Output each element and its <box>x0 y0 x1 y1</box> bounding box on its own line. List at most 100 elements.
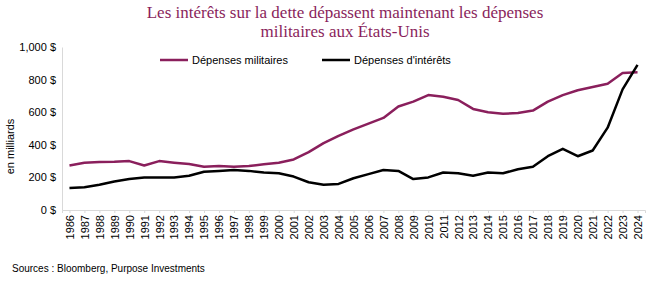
x-tick: 2014 <box>482 210 494 239</box>
x-tick-label: 1990 <box>124 215 136 239</box>
x-tick: 1999 <box>258 210 270 239</box>
x-tick-mark <box>264 210 265 213</box>
x-tick: 1993 <box>168 210 180 239</box>
title-line: Les intérêts sur la dette dépassent main… <box>147 3 544 22</box>
x-tick-mark <box>129 210 130 213</box>
source-note: Sources : Bloomberg, Purpose Investments <box>12 263 205 274</box>
x-tick: 2024 <box>632 210 644 239</box>
x-tick-mark <box>84 210 85 213</box>
y-tick-label: 800 $ <box>28 74 56 86</box>
title: Les intérêts sur la dette dépassent main… <box>147 3 544 41</box>
plot: 0 $200 $400 $600 $800 $1,000 $1986198719… <box>19 41 645 239</box>
y-tick-label: 200 $ <box>28 171 56 183</box>
y-tick: 400 $ <box>28 139 62 151</box>
x-tick-mark <box>563 210 564 213</box>
x-tick: 1992 <box>154 210 166 239</box>
legend-swatch <box>322 59 350 62</box>
y-tick-label: 0 $ <box>41 204 56 216</box>
x-tick: 2010 <box>423 210 435 239</box>
x-tick-label: 1995 <box>198 215 210 239</box>
x-tick-label: 1997 <box>228 215 240 239</box>
x-tick: 2007 <box>378 210 390 239</box>
x-tick-label: 2021 <box>587 215 599 239</box>
x-tick-mark <box>354 210 355 213</box>
x-tick-label: 1987 <box>79 215 91 239</box>
x-tick-label: 2001 <box>288 215 300 239</box>
x-tick-label: 2011 <box>438 215 450 239</box>
y-axis: 0 $200 $400 $600 $800 $1,000 $ <box>19 41 62 216</box>
x-tick-label: 1993 <box>168 215 180 239</box>
x-tick-mark <box>383 210 384 213</box>
x-tick: 2009 <box>408 210 420 239</box>
x-tick-label: 2022 <box>602 215 614 239</box>
x-tick-mark <box>204 210 205 213</box>
x-tick-label: 2009 <box>408 215 420 239</box>
x-tick-label: 2017 <box>527 215 539 239</box>
x-tick-mark <box>608 210 609 213</box>
x-tick-label: 1991 <box>139 215 151 239</box>
x-tick: 1988 <box>94 210 106 239</box>
x-tick-mark <box>533 210 534 213</box>
legend: Dépenses militaires Dépenses d'intérêts <box>160 54 451 66</box>
title-line: militaires aux États-Unis <box>260 22 429 41</box>
y-tick: 200 $ <box>28 171 62 183</box>
x-tick-label: 2019 <box>557 215 569 239</box>
x-tick-label: 2020 <box>572 215 584 239</box>
x-tick-label: 2013 <box>467 215 479 239</box>
x-tick-mark <box>279 210 280 213</box>
x-tick-label: 2006 <box>363 215 375 239</box>
x-tick-mark <box>638 210 639 213</box>
chart-svg: Les intérêts sur la dette dépassent main… <box>0 0 665 288</box>
x-tick: 1986 <box>64 210 76 239</box>
x-tick: 2011 <box>438 210 450 239</box>
x-tick-mark <box>458 210 459 213</box>
y-tick: 800 $ <box>28 74 62 86</box>
x-tick: 2013 <box>467 210 479 239</box>
x-tick: 2020 <box>572 210 584 239</box>
x-tick: 1995 <box>198 210 210 239</box>
x-tick-mark <box>174 210 175 213</box>
x-tick-mark <box>398 210 399 213</box>
legend-swatch <box>160 59 188 62</box>
x-tick-label: 1994 <box>183 215 195 239</box>
x-tick: 2001 <box>288 210 300 239</box>
x-tick-label: 1999 <box>258 215 270 239</box>
x-tick-mark <box>578 210 579 213</box>
x-tick-mark <box>593 210 594 213</box>
x-tick-label: 2007 <box>378 215 390 239</box>
x-tick-label: 2012 <box>452 215 464 239</box>
legend-label: Dépenses d'intérêts <box>354 54 451 66</box>
x-tick-mark <box>144 210 145 213</box>
x-tick-label: 2018 <box>542 215 554 239</box>
x-tick-mark <box>99 210 100 213</box>
x-tick-mark <box>159 210 160 213</box>
x-tick: 2022 <box>602 210 614 239</box>
x-tick-mark <box>503 210 504 213</box>
x-tick-mark <box>234 210 235 213</box>
x-tick-label: 2008 <box>393 215 405 239</box>
x-tick: 1991 <box>139 210 151 239</box>
x-tick-label: 2010 <box>423 215 435 239</box>
x-tick: 2018 <box>542 210 554 239</box>
x-tick: 2015 <box>497 210 509 239</box>
x-tick: 2017 <box>527 210 539 239</box>
x-tick-label: 1998 <box>243 215 255 239</box>
x-tick: 2004 <box>333 210 345 239</box>
y-axis-title: en milliards <box>4 118 16 174</box>
x-tick-mark <box>488 210 489 213</box>
x-tick-mark <box>309 210 310 213</box>
x-tick-mark <box>518 210 519 213</box>
x-tick-mark <box>368 210 369 213</box>
x-tick: 2002 <box>303 210 315 239</box>
x-tick-label: 2014 <box>482 215 494 239</box>
x-tick: 1997 <box>228 210 240 239</box>
lines <box>69 65 637 188</box>
x-tick-mark <box>428 210 429 213</box>
legend-label: Dépenses militaires <box>192 54 288 66</box>
x-axis: 1986198719881989199019911992199319941995… <box>63 210 646 239</box>
y-tick-label: 600 $ <box>28 106 56 118</box>
series-line <box>69 65 637 188</box>
x-tick-mark <box>294 210 295 213</box>
y-axis-line <box>62 48 63 211</box>
x-tick-mark <box>413 210 414 213</box>
